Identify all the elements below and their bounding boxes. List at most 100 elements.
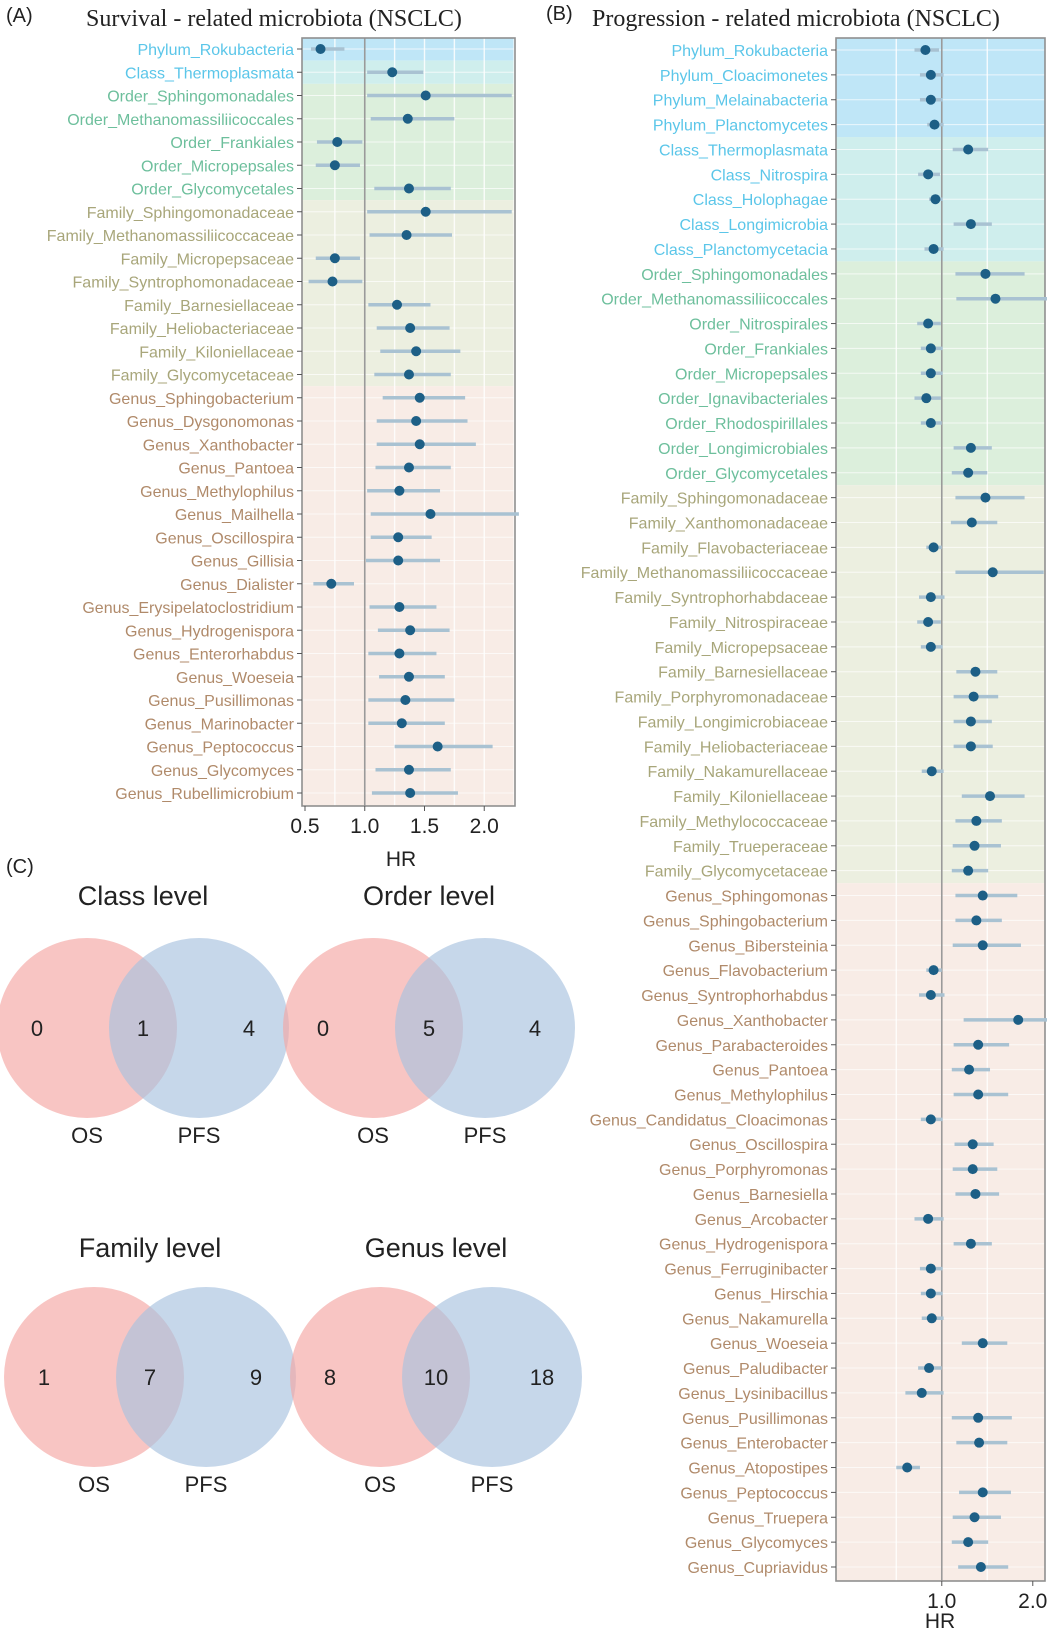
hr-point — [921, 393, 932, 404]
row-label: Genus_Erysipelatoclostridium — [82, 600, 294, 617]
hr-point — [923, 169, 934, 180]
panel-b-label: (B) — [546, 3, 573, 25]
hr-point — [411, 346, 422, 357]
row-label: Order_Glycomycetales — [665, 466, 828, 483]
row-label: Genus_Hydrogenispora — [125, 623, 294, 640]
hr-point — [970, 1188, 981, 1199]
row-label: Family_Xanthomonadaceae — [629, 516, 828, 533]
row-label: Phylum_Rokubacteria — [671, 43, 828, 60]
row-label: Family_Syntrophorhabdaceae — [615, 590, 829, 607]
hr-point — [923, 318, 934, 329]
hr-point — [327, 276, 338, 287]
panel-b-marks — [896, 45, 1047, 1572]
row-label: Order_Rhodospirillales — [665, 416, 828, 433]
row-label: Genus_Marinobacter — [145, 716, 295, 733]
row-label: Family_Nakamurellaceae — [647, 764, 828, 781]
venn-label-os: OS — [364, 1472, 396, 1497]
hr-point — [405, 625, 416, 636]
row-label: Genus_Lysinibacillus — [678, 1386, 828, 1403]
row-label: Class_Holophagae — [693, 192, 828, 209]
venn-diagram: Genus level 8 10 18 OS PFS — [290, 1233, 582, 1497]
row-label: Genus_Rubellimicrobium — [115, 786, 294, 803]
venn-diagram: Family level 1 7 9 OS PFS — [4, 1233, 296, 1497]
hr-point — [965, 219, 976, 230]
panel-b-row-labels: Phylum_Rokubacteria Phylum_Cloacimonetes P… — [581, 43, 836, 1577]
hr-point — [387, 67, 398, 78]
hr-point — [925, 368, 936, 379]
row-label: Family_Porphyromonadaceae — [615, 690, 829, 707]
row-label: Genus_Pantoea — [178, 461, 294, 478]
row-label: Phylum_Melainabacteria — [653, 93, 828, 110]
row-label: Genus_Methylophilus — [674, 1087, 828, 1104]
x-tick-label: 1.0 — [927, 1590, 956, 1613]
hr-point — [902, 1462, 913, 1473]
panel-a-row-labels: Phylum_Rokubacteria Class_Thermoplasmata O… — [47, 42, 302, 803]
row-label: Family_Micropepsaceae — [655, 640, 829, 657]
hr-point — [974, 1437, 985, 1448]
hr-point — [963, 144, 974, 155]
hr-point — [916, 1387, 927, 1398]
hr-point — [925, 1263, 936, 1274]
row-label: Genus_Candidatus_Cloacimonas — [590, 1112, 828, 1129]
band-genus — [836, 883, 1045, 1581]
venn-circle-pfs — [109, 938, 289, 1118]
panel-b-title: Progression - related microbiota (NSCLC) — [592, 6, 1000, 32]
venn-title: Genus level — [365, 1233, 508, 1263]
row-label: Family_Glycomycetaceae — [645, 864, 828, 881]
venn-label-pfs: PFS — [178, 1123, 221, 1148]
row-label: Family_Syntrophomonadaceae — [73, 275, 295, 292]
row-label: Genus_Gillisia — [191, 554, 294, 571]
venn-diagram: Order level 0 5 4 OS PFS — [283, 881, 575, 1148]
row-label: Genus_Bibersteinia — [688, 938, 828, 955]
hr-point — [963, 1537, 974, 1548]
hr-point — [969, 1512, 980, 1523]
row-label: Genus_Hirschia — [714, 1286, 828, 1303]
hr-point — [977, 940, 988, 951]
row-label: Family_Kiloniellaceae — [139, 344, 294, 361]
hr-point — [393, 555, 404, 566]
hr-point — [326, 578, 337, 589]
row-label: Family_Barnesiellaceae — [124, 298, 294, 315]
hr-point — [928, 542, 939, 553]
row-label: Genus_Peptococcus — [146, 740, 294, 757]
band-phylum — [836, 38, 1045, 138]
hr-point — [928, 243, 939, 254]
hr-point — [402, 113, 413, 124]
hr-point — [403, 369, 414, 380]
hr-point — [980, 492, 991, 503]
venn-count-shared: 7 — [144, 1365, 156, 1390]
hr-point — [965, 442, 976, 453]
row-label: Genus_Parabacteroides — [655, 1038, 828, 1055]
row-label: Genus_Pantoea — [712, 1063, 828, 1080]
hr-point — [925, 1288, 936, 1299]
row-label: Class_Thermoplasmata — [125, 65, 294, 82]
row-label: Genus_Glycomyces — [685, 1535, 828, 1552]
panel-b-x-axis: 1.0 2.0 — [927, 1581, 1047, 1613]
band-genus — [302, 386, 515, 806]
row-label: Family_Micropepsaceae — [121, 251, 295, 268]
hr-point — [966, 517, 977, 528]
row-label: Genus_Atopostipes — [688, 1461, 828, 1478]
hr-point — [968, 691, 979, 702]
hr-point — [929, 119, 940, 130]
plot-frame — [835, 37, 1046, 1582]
venn-count-os-only: 0 — [317, 1016, 329, 1041]
venn-label-pfs: PFS — [471, 1472, 514, 1497]
hr-point — [925, 990, 936, 1001]
hr-point — [400, 695, 411, 705]
row-label: Genus_Enterorhabdus — [133, 647, 294, 664]
panel-c-label: (C) — [6, 856, 34, 878]
row-label: Genus_Nakamurella — [682, 1311, 828, 1328]
hr-point — [963, 865, 974, 876]
row-label: Order_Micropepsales — [675, 366, 828, 383]
row-label: Family_Longimicrobiaceae — [638, 714, 828, 731]
row-label: Family_Heliobacteriaceae — [110, 321, 294, 338]
row-label: Genus_Peptococcus — [680, 1485, 828, 1502]
row-label: Genus_Methylophilus — [140, 484, 294, 501]
row-label: Phylum_Rokubacteria — [137, 42, 294, 59]
hr-point — [925, 418, 936, 429]
venn-label-os: OS — [357, 1123, 389, 1148]
row-label: Genus_Barnesiella — [693, 1187, 828, 1204]
panel-a-bands — [302, 38, 515, 806]
